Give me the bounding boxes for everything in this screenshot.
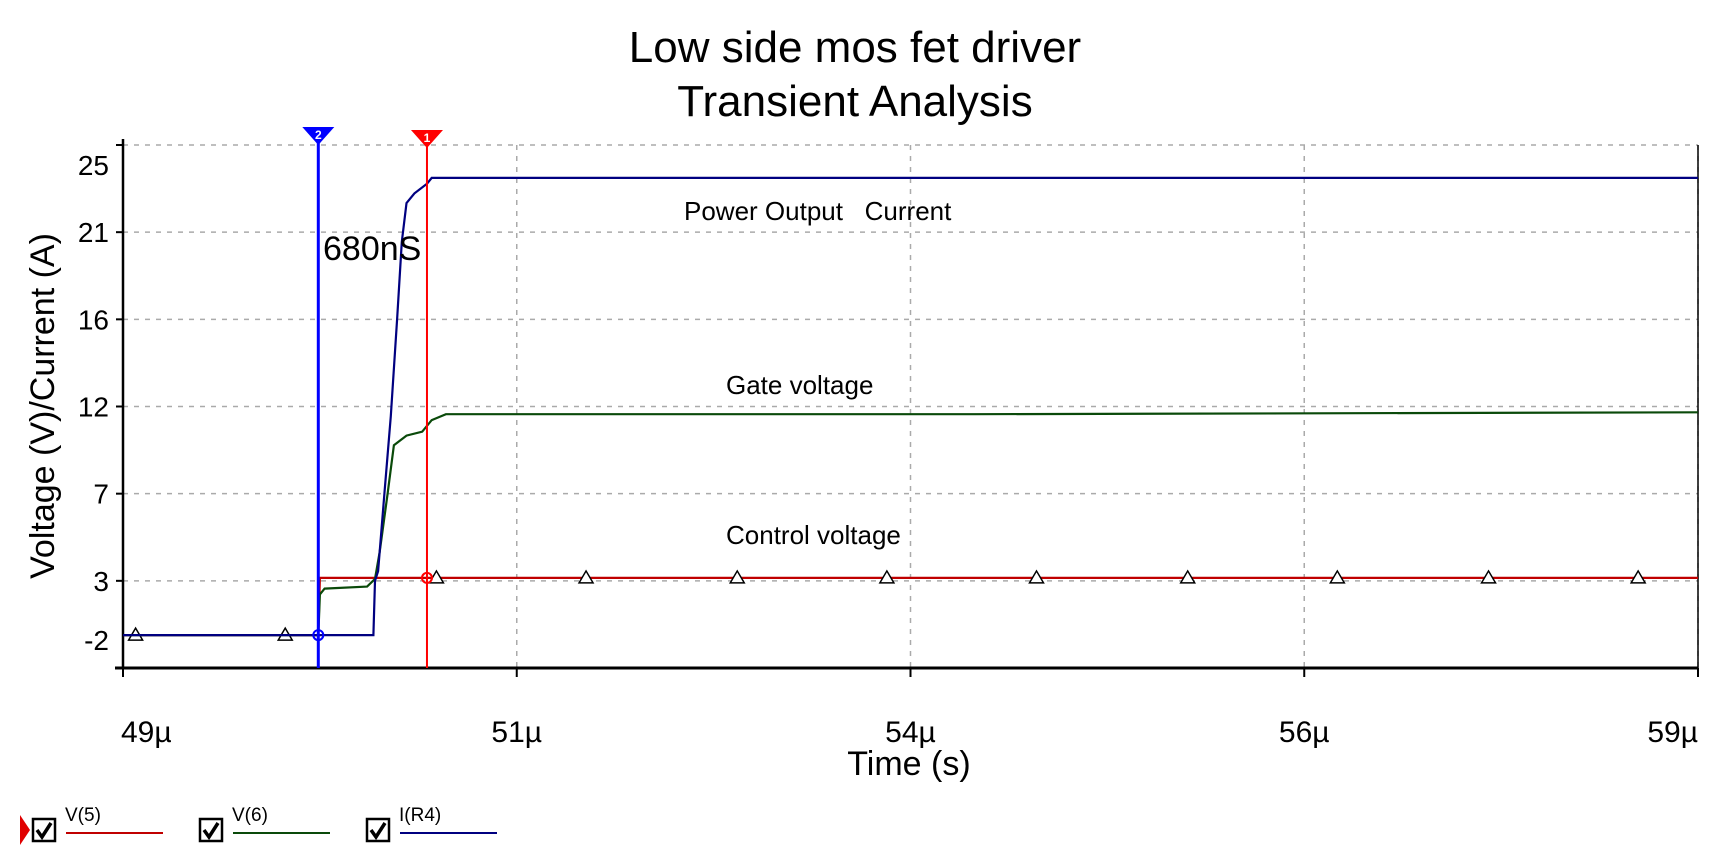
selected-trace-marker-icon xyxy=(20,815,30,845)
trace-marker-triangle xyxy=(1179,569,1197,584)
legend-label: I(R4) xyxy=(399,805,441,826)
trace-marker-triangle xyxy=(1629,569,1647,584)
cursor-1-point xyxy=(420,571,433,584)
legend-label: V(6) xyxy=(232,805,268,826)
axes: -2 3 7 12 16 21 25 49µ 51µ 54µ 56µ 59µ xyxy=(78,139,1699,749)
chart-title: Low side mos fet driver xyxy=(629,23,1081,72)
x-tick-label: 49µ xyxy=(121,716,172,749)
annotation-current: Power Output Current xyxy=(684,196,952,226)
legend-checkbox-v6[interactable] xyxy=(198,817,224,843)
cursor-2-flag[interactable] xyxy=(302,127,335,145)
checkmark-icon xyxy=(35,822,53,841)
cursor-1-label: 1 xyxy=(424,131,431,145)
cursor-2-label: 2 xyxy=(315,128,322,142)
trace-marker-triangle xyxy=(728,569,746,584)
x-axis-label: Time (s) xyxy=(847,745,970,783)
y-tick-label: -2 xyxy=(84,625,109,656)
x-tick-label: 56µ xyxy=(1279,716,1330,749)
y-tick-label: 3 xyxy=(93,566,109,597)
trace-marker-triangle xyxy=(1028,569,1045,584)
y-axis-label: Voltage (V)/Current (A) xyxy=(24,233,62,579)
trace-marker-triangle xyxy=(428,569,445,584)
annotation-delta: 680nS xyxy=(323,230,421,268)
legend-checkbox-ir4[interactable] xyxy=(365,817,391,843)
x-tick-label: 51µ xyxy=(491,716,542,749)
checkmark-icon xyxy=(369,822,387,841)
trace-marker-triangle xyxy=(577,569,595,584)
trace-marker-triangle xyxy=(1480,569,1497,584)
chart-subtitle: Transient Analysis xyxy=(677,77,1032,126)
cursor-1-flag[interactable] xyxy=(410,130,443,148)
x-tick-label: 59µ xyxy=(1647,716,1698,749)
legend-checkbox-v5[interactable] xyxy=(31,817,57,843)
annotation-control: Control voltage xyxy=(726,520,901,550)
y-tick-label: 21 xyxy=(78,217,109,248)
y-tick-label: 25 xyxy=(78,150,109,181)
y-tick-label: 16 xyxy=(78,304,109,335)
x-tick-label: 54µ xyxy=(885,716,936,749)
legend: V(5) V(6) I(R4) xyxy=(20,805,497,845)
trace-v6 xyxy=(123,411,1699,637)
trace-marker-triangle xyxy=(1329,569,1346,584)
y-tick-label: 7 xyxy=(93,479,109,510)
checkmark-icon xyxy=(202,822,220,841)
cursor-2-point xyxy=(312,629,325,642)
grid xyxy=(123,144,1699,668)
annotation-gate: Gate voltage xyxy=(726,370,873,400)
legend-label: V(5) xyxy=(65,805,101,826)
cursors[interactable]: 12 xyxy=(302,127,443,668)
trace-marker-triangle xyxy=(878,569,896,584)
y-tick-label: 12 xyxy=(78,392,109,423)
